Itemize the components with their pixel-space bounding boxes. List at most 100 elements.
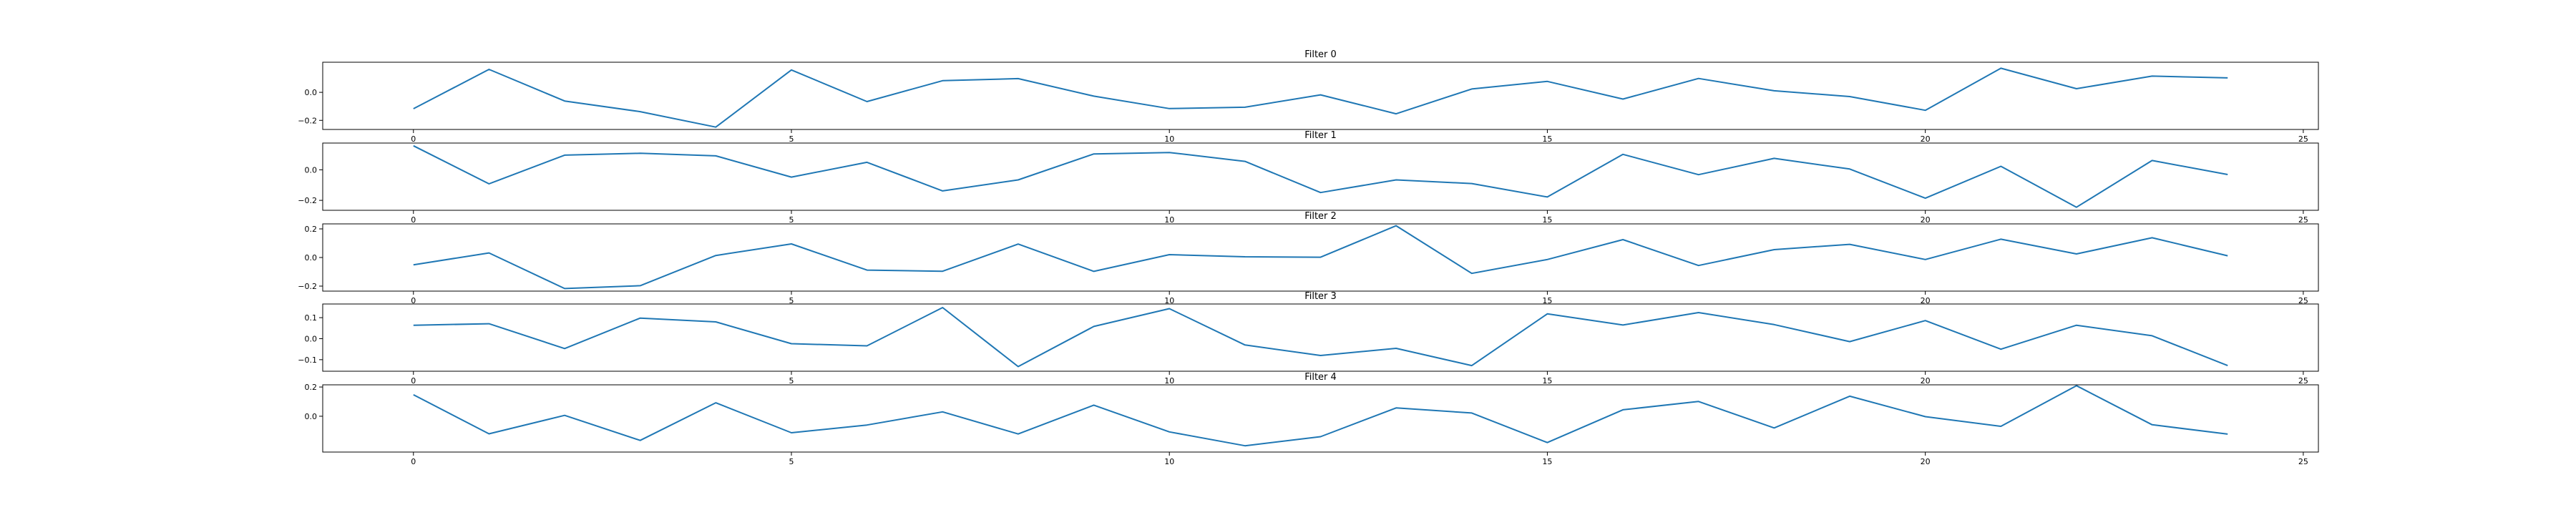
data-point [1093, 153, 1095, 154]
data-point [1093, 325, 1095, 327]
data-point [1471, 273, 1473, 274]
x-tick-label: 25 [2298, 296, 2308, 305]
data-point [1471, 88, 1473, 89]
data-point [640, 152, 641, 154]
x-tick-label: 10 [1164, 296, 1174, 305]
data-point [1925, 109, 1926, 111]
data-point [1169, 308, 1170, 310]
x-tick-label: 5 [789, 296, 794, 305]
data-point [1546, 259, 1548, 260]
x-tick-label: 25 [2298, 376, 2308, 386]
y-tick-label: 0.0 [305, 165, 318, 175]
y-tick-label: 0.2 [305, 383, 318, 392]
data-point [942, 80, 943, 82]
data-point [2000, 348, 2001, 350]
data-point [867, 101, 868, 102]
data-point [564, 348, 565, 349]
data-point [942, 270, 943, 272]
x-tick-label: 10 [1164, 134, 1174, 144]
data-point [1244, 344, 1246, 345]
data-point [1018, 180, 1019, 181]
x-tick-label: 10 [1164, 215, 1174, 225]
data-point [1018, 433, 1019, 435]
data-point [1622, 239, 1624, 240]
data-point [1395, 348, 1397, 349]
data-point [1244, 256, 1246, 258]
y-tick-label: −0.2 [298, 282, 317, 291]
data-point [1018, 78, 1019, 79]
data-point [1320, 192, 1322, 193]
data-point [2152, 237, 2153, 238]
data-point [640, 111, 641, 112]
data-point [1395, 180, 1397, 181]
data-point [2152, 335, 2153, 336]
x-tick-label: 25 [2298, 457, 2308, 466]
data-point [488, 323, 489, 325]
x-tick-label: 10 [1164, 457, 1174, 466]
data-point [2152, 160, 2153, 161]
y-tick-label: 0.0 [305, 88, 318, 97]
data-point [1622, 99, 1624, 100]
data-point [1925, 197, 1926, 199]
data-point [791, 432, 792, 433]
y-tick-label: −0.1 [298, 355, 317, 365]
data-point [1773, 324, 1775, 325]
panel-title: Filter 0 [1304, 49, 1337, 60]
data-point [1698, 401, 1699, 402]
data-point [488, 252, 489, 254]
axes-frame [322, 303, 2319, 372]
data-point [1018, 366, 1019, 368]
data-point [1698, 78, 1699, 79]
data-point [1698, 265, 1699, 266]
data-point [413, 394, 414, 396]
data-point [640, 440, 641, 441]
data-point [791, 69, 792, 71]
data-point [413, 108, 414, 109]
data-point [2152, 75, 2153, 77]
series-line [413, 67, 2228, 128]
y-tick-label: 0.0 [305, 412, 318, 421]
data-point [2000, 426, 2001, 427]
data-point [715, 402, 716, 403]
data-point [1395, 113, 1397, 114]
data-point [1169, 254, 1170, 255]
data-point [1925, 320, 1926, 321]
x-tick-label: 5 [789, 215, 794, 225]
data-point [1849, 396, 1850, 397]
data-point [1169, 431, 1170, 433]
data-point [1925, 259, 1926, 260]
data-point [488, 183, 489, 185]
data-point [1622, 154, 1624, 155]
x-tick-label: 15 [1542, 215, 1552, 225]
x-tick-label: 20 [1921, 215, 1931, 225]
x-tick-label: 20 [1921, 457, 1931, 466]
data-point [1546, 81, 1548, 82]
data-point [1773, 157, 1775, 159]
data-point [2227, 255, 2228, 257]
data-point [488, 433, 489, 435]
x-tick-label: 15 [1542, 376, 1552, 386]
data-point [1471, 183, 1473, 185]
data-point [1925, 416, 1926, 418]
axes-frame [322, 142, 2319, 211]
axes-frame [322, 62, 2319, 130]
data-point [1773, 249, 1775, 250]
data-point [1320, 94, 1322, 96]
data-point [867, 424, 868, 426]
data-point [1471, 412, 1473, 413]
data-point [1395, 225, 1397, 227]
series-line [413, 144, 2228, 208]
data-point [413, 145, 414, 147]
data-point [413, 264, 414, 265]
y-tick-label: −0.2 [298, 116, 317, 125]
data-point [867, 345, 868, 347]
data-point [2000, 67, 2001, 69]
data-point [867, 162, 868, 163]
data-point [564, 415, 565, 416]
data-point [715, 255, 716, 256]
axes-frame [322, 384, 2319, 453]
data-point [1320, 355, 1322, 356]
panel-title: Filter 3 [1304, 291, 1337, 302]
data-point [2076, 325, 2077, 326]
data-point [1093, 270, 1095, 272]
